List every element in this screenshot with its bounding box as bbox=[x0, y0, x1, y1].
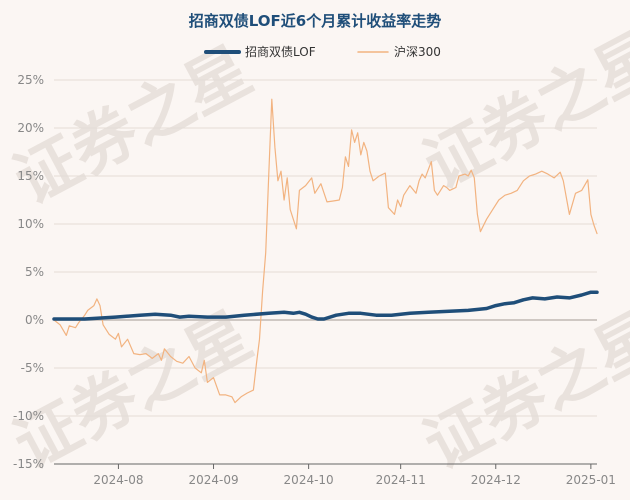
legend-item: 招商双债LOF bbox=[204, 44, 316, 59]
y-tick-label: 5% bbox=[25, 265, 44, 279]
y-tick-label: -5% bbox=[21, 361, 44, 375]
legend-label: 沪深300 bbox=[394, 45, 441, 59]
y-tick-label: 0% bbox=[25, 313, 44, 327]
legend: 招商双债LOF 沪深300 bbox=[204, 44, 441, 59]
series-layer bbox=[52, 98, 599, 404]
x-tick-label: 2024-10 bbox=[284, 473, 334, 487]
y-tick-label: 10% bbox=[17, 217, 44, 231]
legend-label: 招商双债LOF bbox=[245, 44, 316, 59]
x-tick-label: 2025-01 bbox=[566, 473, 616, 487]
chart-title: 招商双债LOF近6个月累计收益率走势 bbox=[189, 12, 441, 30]
watermark-text: 证券之星 bbox=[413, 299, 630, 485]
y-tick-label: 15% bbox=[17, 169, 44, 183]
y-tick-label: 25% bbox=[17, 73, 44, 87]
y-tick-label: -10% bbox=[13, 409, 44, 423]
x-tick-label: 2024-08 bbox=[93, 473, 143, 487]
x-tick-label: 2024-11 bbox=[376, 473, 426, 487]
legend-item: 沪深300 bbox=[357, 45, 441, 59]
y-tick-label: 20% bbox=[17, 121, 44, 135]
x-tick-label: 2024-12 bbox=[471, 473, 521, 487]
y-axis: 25% 20% 15% 10% 5% 0% -5% -10% -15% bbox=[13, 73, 44, 471]
x-tick-label: 2024-09 bbox=[188, 473, 238, 487]
y-tick-label: -15% bbox=[13, 457, 44, 471]
series-line-1 bbox=[53, 98, 598, 404]
x-axis: 2024-08 2024-09 2024-10 2024-11 2024-12 2025-… bbox=[54, 463, 616, 487]
series-line-0 bbox=[52, 290, 599, 321]
